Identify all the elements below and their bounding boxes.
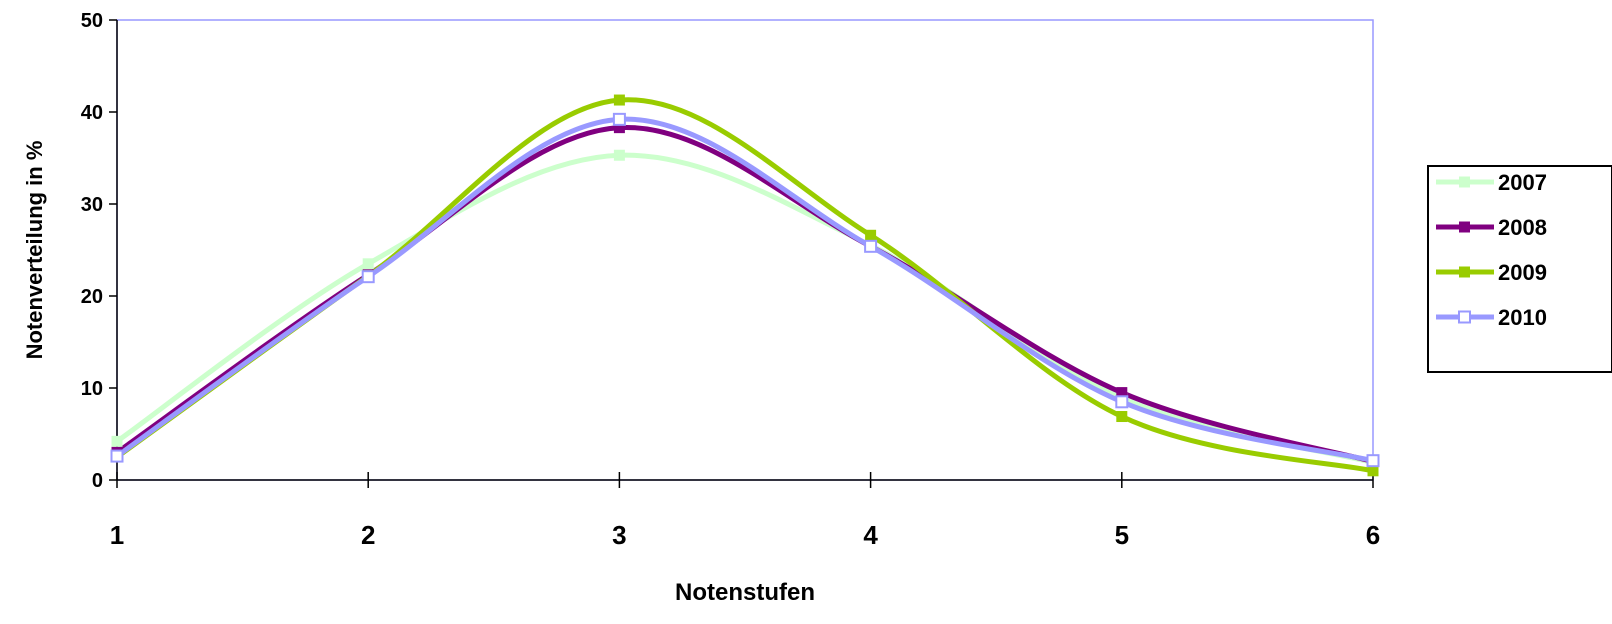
data-point-2010-4 <box>864 239 878 253</box>
markers-layer <box>110 94 1380 477</box>
data-point-2008-5 <box>1116 387 1128 399</box>
data-point-2008-3 <box>613 122 625 134</box>
y-tick-label: 30 <box>81 194 103 216</box>
legend-label-2010: 2010 <box>1498 305 1547 330</box>
data-point-2009-3 <box>613 94 625 106</box>
legend-label-2007: 2007 <box>1498 170 1547 195</box>
data-point-2010-6 <box>1366 454 1380 468</box>
data-point-2009-5 <box>1116 411 1128 423</box>
y-tick-label: 40 <box>81 102 103 124</box>
x-tick-label: 3 <box>612 520 626 550</box>
series-layer <box>114 97 1376 474</box>
data-point-2010-3 <box>612 112 626 126</box>
x-tick-label: 5 <box>1115 520 1129 550</box>
series-line-2010 <box>114 116 1376 464</box>
data-point-2007-1 <box>111 435 123 447</box>
y-tick-label: 10 <box>81 378 103 400</box>
legend-swatch-marker-2009 <box>1459 266 1470 278</box>
x-tick-label: 1 <box>110 520 124 550</box>
legend-box <box>1427 165 1612 373</box>
legend-swatch-marker-2007 <box>1459 176 1470 188</box>
legend-swatch-marker-2008 <box>1459 221 1470 233</box>
x-tick-label: 2 <box>361 520 375 550</box>
x-tick-label: 4 <box>863 520 878 550</box>
data-point-2007-3 <box>613 149 625 161</box>
plot-area <box>116 19 1374 481</box>
data-point-2010-5 <box>1115 395 1129 409</box>
y-tick-label: 0 <box>92 470 103 492</box>
legend: 2007 2008 2009 2010 <box>1427 165 1612 373</box>
axes: 0 10 20 30 40 50 1 2 3 4 5 6 <box>81 10 1380 550</box>
legend-label-2009: 2009 <box>1498 260 1547 285</box>
y-tick-label: 20 <box>81 286 103 308</box>
data-point-2010-2 <box>361 270 375 284</box>
data-point-2009-4 <box>865 229 877 241</box>
legend-label-2008: 2008 <box>1498 215 1547 240</box>
x-axis-title: Notenstufen <box>675 579 815 606</box>
data-point-2010-1 <box>110 449 124 463</box>
y-tick-label: 50 <box>81 10 103 32</box>
x-tick-label: 6 <box>1366 520 1380 550</box>
y-axis-title: Notenverteilung in % <box>22 141 47 360</box>
data-point-2007-2 <box>362 258 374 270</box>
legend-swatch-marker-2010 <box>1458 310 1471 324</box>
data-point-2009-6 <box>1367 465 1379 477</box>
series-line-2007 <box>114 152 1376 466</box>
